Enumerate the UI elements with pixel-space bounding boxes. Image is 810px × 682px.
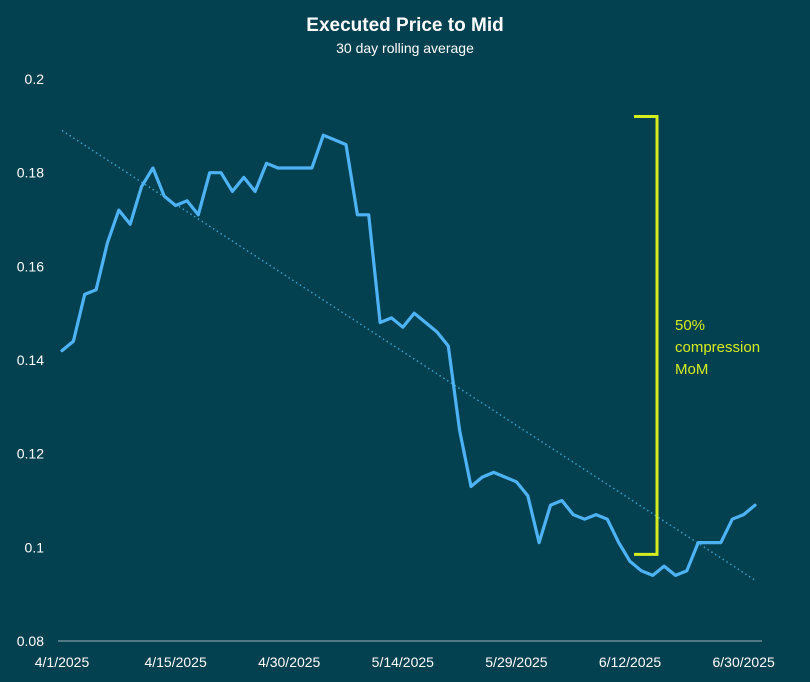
- y-tick-label: 0.12: [17, 446, 44, 462]
- chart-title: Executed Price to Mid: [306, 15, 503, 36]
- x-tick-label: 4/15/2025: [144, 654, 206, 670]
- x-tick-label: 5/29/2025: [485, 654, 547, 670]
- x-tick-label: 4/1/2025: [35, 654, 90, 670]
- x-tick-label: 5/14/2025: [372, 654, 434, 670]
- x-axis-ticks: 4/1/2025 4/15/2025 4/30/2025 5/14/2025 5/29/…: [35, 654, 775, 670]
- x-tick-label: 6/30/2025: [712, 654, 774, 670]
- chart-subtitle: 30 day rolling average: [336, 40, 474, 56]
- y-tick-label: 0.16: [17, 258, 44, 274]
- compression-annotation: 50% compression MoM: [634, 114, 760, 556]
- y-tick-label: 0.14: [17, 352, 44, 368]
- series-group: [60, 133, 757, 577]
- y-tick-label: 0.08: [17, 633, 44, 649]
- y-tick-label: 0.2: [25, 71, 45, 87]
- x-tick-label: 6/12/2025: [599, 654, 661, 670]
- series-line: [60, 133, 757, 577]
- annotation-text-line: MoM: [675, 361, 708, 378]
- annotation-text-line: compression: [675, 339, 760, 356]
- annotation-text-line: 50%: [675, 317, 705, 334]
- y-tick-label: 0.1: [25, 539, 45, 555]
- x-tick-label: 4/30/2025: [258, 654, 320, 670]
- compression-bracket: [634, 114, 659, 556]
- y-tick-label: 0.18: [17, 165, 44, 181]
- y-axis-ticks: 0.08 0.1 0.12 0.14 0.16 0.18 0.2: [17, 71, 44, 649]
